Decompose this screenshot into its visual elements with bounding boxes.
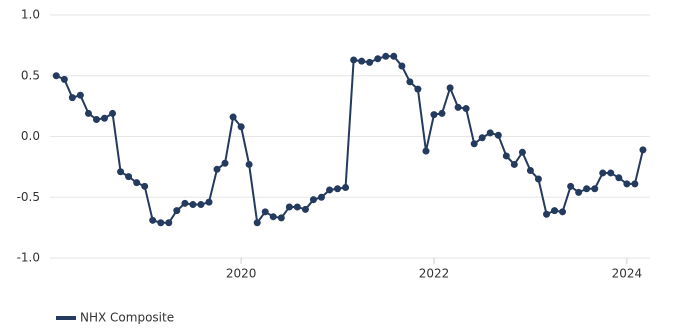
legend-label: NHX Composite bbox=[80, 311, 174, 325]
data-point bbox=[76, 91, 84, 99]
data-point bbox=[599, 169, 607, 177]
data-point bbox=[534, 175, 542, 183]
data-point bbox=[181, 199, 189, 207]
data-point bbox=[52, 72, 60, 80]
data-point bbox=[462, 105, 470, 113]
data-point bbox=[269, 213, 277, 221]
data-point bbox=[374, 55, 382, 63]
data-point bbox=[60, 75, 68, 83]
y-tick-label: -1.0 bbox=[17, 251, 40, 265]
data-point bbox=[92, 115, 100, 123]
x-tick-label: 2022 bbox=[419, 267, 450, 281]
data-point bbox=[366, 58, 374, 66]
data-point bbox=[390, 52, 398, 60]
data-point bbox=[382, 52, 390, 60]
data-point bbox=[559, 208, 567, 216]
data-point bbox=[334, 185, 342, 193]
data-point bbox=[301, 205, 309, 213]
data-point bbox=[229, 113, 237, 121]
data-point bbox=[446, 84, 454, 92]
data-point bbox=[197, 201, 205, 209]
data-point bbox=[414, 85, 422, 93]
data-point bbox=[277, 214, 285, 222]
data-point bbox=[398, 62, 406, 70]
data-point bbox=[567, 182, 575, 190]
data-point bbox=[422, 147, 430, 155]
data-point bbox=[350, 56, 358, 64]
data-point bbox=[438, 109, 446, 117]
y-tick-label: 0.0 bbox=[21, 129, 40, 143]
data-point bbox=[454, 103, 462, 111]
data-point bbox=[157, 219, 165, 227]
data-point bbox=[478, 134, 486, 142]
data-point bbox=[543, 210, 551, 218]
data-point bbox=[84, 109, 92, 117]
data-point bbox=[109, 109, 117, 117]
y-tick-label: -0.5 bbox=[17, 190, 40, 204]
x-tick-label: 2024 bbox=[612, 267, 643, 281]
data-point bbox=[309, 196, 317, 204]
data-point bbox=[518, 148, 526, 156]
data-point bbox=[510, 160, 518, 168]
data-point bbox=[149, 216, 157, 224]
data-point bbox=[591, 185, 599, 193]
data-point bbox=[317, 193, 325, 201]
data-point bbox=[285, 203, 293, 211]
data-point bbox=[205, 198, 213, 206]
data-point bbox=[631, 180, 639, 188]
data-point bbox=[68, 94, 76, 102]
y-tick-label: 0.5 bbox=[21, 68, 40, 82]
data-point bbox=[189, 201, 197, 209]
data-point bbox=[615, 174, 623, 182]
data-point bbox=[430, 111, 438, 119]
data-point bbox=[237, 123, 245, 131]
data-point bbox=[173, 207, 181, 215]
data-point bbox=[358, 57, 366, 65]
data-point bbox=[502, 152, 510, 160]
data-point bbox=[470, 140, 478, 148]
y-tick-label: 1.0 bbox=[21, 8, 40, 22]
data-point bbox=[213, 165, 221, 173]
data-point bbox=[133, 179, 141, 187]
data-point bbox=[551, 207, 559, 215]
data-point bbox=[326, 186, 334, 194]
data-point bbox=[406, 78, 414, 86]
data-point bbox=[342, 184, 350, 192]
data-point bbox=[125, 173, 133, 181]
data-point bbox=[141, 182, 149, 190]
data-point bbox=[607, 169, 615, 177]
x-tick-label: 2020 bbox=[226, 267, 257, 281]
data-point bbox=[494, 131, 502, 139]
data-point bbox=[526, 167, 534, 175]
series-line bbox=[55, 55, 644, 226]
data-point bbox=[117, 168, 125, 176]
data-point bbox=[165, 219, 173, 227]
data-point bbox=[575, 188, 583, 196]
data-point bbox=[623, 180, 631, 188]
data-point bbox=[293, 203, 301, 211]
legend-swatch bbox=[56, 316, 76, 320]
data-point bbox=[253, 219, 261, 227]
data-point bbox=[245, 160, 253, 168]
data-point bbox=[639, 146, 647, 154]
data-point bbox=[100, 114, 108, 122]
data-point bbox=[261, 208, 269, 216]
data-point bbox=[486, 129, 494, 137]
data-point bbox=[221, 159, 229, 167]
data-point bbox=[583, 185, 591, 193]
